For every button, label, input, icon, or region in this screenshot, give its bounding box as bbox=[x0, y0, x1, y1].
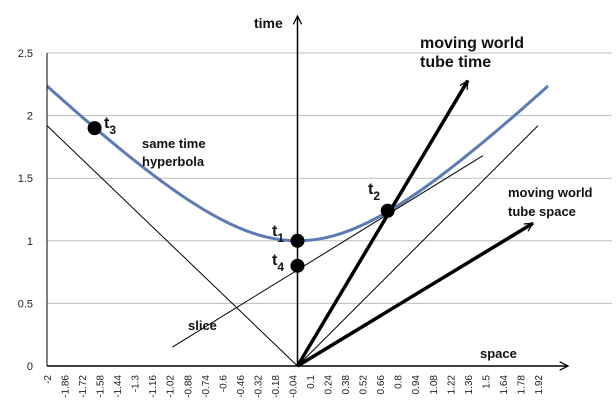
event-point-t4 bbox=[290, 258, 305, 273]
x-tick-label: -1.16 bbox=[148, 375, 159, 398]
x-tick-label: 1.08 bbox=[429, 375, 440, 395]
x-tick-label: -0.6 bbox=[218, 375, 229, 393]
tube-space-label-line2: tube space bbox=[508, 204, 576, 219]
x-tick-label: -1.02 bbox=[166, 375, 177, 398]
x-tick-label: -0.88 bbox=[183, 375, 194, 398]
x-tick-label: 1.92 bbox=[534, 375, 545, 395]
light-cone-left-line bbox=[46, 125, 298, 367]
x-tick-label: -2 bbox=[43, 375, 54, 384]
x-tick-label: -0.74 bbox=[201, 375, 212, 398]
y-tick-label: 0 bbox=[27, 361, 33, 373]
x-tick-label: -1.3 bbox=[131, 375, 142, 393]
slice-label: slice bbox=[188, 318, 217, 333]
point-label-t3: t3 bbox=[104, 115, 116, 137]
tube-time-label-line2: tube time bbox=[420, 54, 491, 71]
x-tick-label: 0.66 bbox=[376, 375, 387, 395]
light-cone-right-line bbox=[297, 125, 539, 367]
tube-time-label-line1: moving world bbox=[420, 35, 524, 52]
event-point-t3 bbox=[87, 121, 102, 136]
event-point-t1 bbox=[290, 233, 305, 248]
x-tick-label: -1.86 bbox=[61, 375, 72, 398]
grid-lines bbox=[47, 52, 612, 304]
x-tick-label: 0.8 bbox=[394, 375, 405, 389]
hyperbola-label-line1: same time bbox=[142, 136, 206, 151]
x-tick-label: 1.64 bbox=[499, 375, 510, 395]
y-tick-labels: 0 0.5 1 1.5 2 2.5 bbox=[18, 48, 33, 373]
x-tick-label: 1.78 bbox=[516, 375, 527, 395]
event-point-t2 bbox=[380, 203, 395, 218]
tube-space-label-line1: moving world bbox=[508, 185, 593, 200]
point-label-t2: t2 bbox=[368, 181, 380, 203]
y-tick-label: 2.5 bbox=[18, 48, 33, 60]
x-tick-labels: -2 -1.86 -1.72 -1.58 -1.44 -1.3 -1.16 -1.02 -0.8… bbox=[43, 375, 545, 398]
x-tick-label: 1.5 bbox=[481, 375, 492, 389]
y-tick-label: 0.5 bbox=[18, 298, 33, 310]
x-tick-label: 1.36 bbox=[464, 375, 475, 395]
x-tick-label: 0.94 bbox=[411, 375, 422, 395]
time-axis-label: time bbox=[254, 15, 283, 31]
x-tick-label: 0.38 bbox=[341, 375, 352, 395]
x-tick-label: -0.46 bbox=[236, 375, 247, 398]
x-tick-label: 0.1 bbox=[306, 375, 317, 389]
y-tick-label: 1.5 bbox=[18, 173, 33, 185]
hyperbola-label-line2: hyperbola bbox=[142, 154, 205, 169]
x-tick-label: -1.72 bbox=[78, 375, 89, 398]
event-points bbox=[87, 121, 395, 273]
x-tick-label: 0.24 bbox=[324, 375, 335, 395]
slice-line bbox=[171, 155, 484, 348]
point-label-t1: t1 bbox=[272, 223, 284, 245]
moving-world-tube-space-line bbox=[296, 221, 533, 368]
x-tick-label: -0.18 bbox=[271, 375, 282, 398]
y-tick-label: 2 bbox=[27, 111, 33, 123]
moving-world-tube-time-line bbox=[295, 81, 470, 367]
y-tick-label: 1 bbox=[27, 236, 33, 248]
x-tick-label: -1.44 bbox=[113, 375, 124, 398]
point-label-t4: t4 bbox=[272, 252, 284, 274]
x-tick-label: -1.58 bbox=[96, 375, 107, 398]
x-tick-label: -0.04 bbox=[288, 375, 299, 398]
space-axis-label: space bbox=[480, 346, 517, 361]
x-tick-label: 1.22 bbox=[446, 375, 457, 395]
x-tick-label: -0.32 bbox=[253, 375, 264, 398]
x-tick-label: 0.52 bbox=[359, 375, 370, 395]
